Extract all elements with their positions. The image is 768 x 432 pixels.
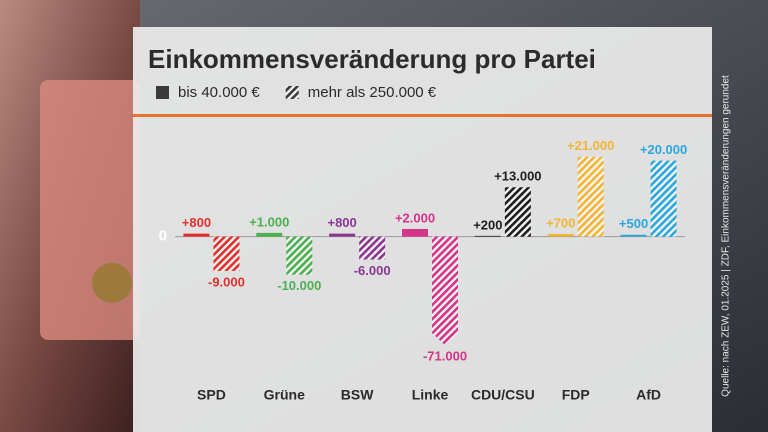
banknote bbox=[40, 80, 140, 340]
x-tick-label: FDP bbox=[562, 387, 590, 403]
bar bbox=[256, 232, 283, 237]
x-tick-label: Linke bbox=[412, 387, 449, 403]
x-tick-label: CDU/CSU bbox=[471, 387, 535, 403]
bar bbox=[286, 236, 313, 275]
bar bbox=[577, 156, 604, 237]
legend-label: bis 40.000 € bbox=[178, 84, 260, 101]
value-label: +1.000 bbox=[249, 214, 289, 229]
value-label: +500 bbox=[619, 216, 648, 231]
value-label: +700 bbox=[546, 215, 575, 230]
bar bbox=[547, 233, 574, 237]
bar bbox=[402, 229, 428, 237]
y-tick-label: 0 bbox=[159, 228, 167, 245]
bar bbox=[504, 187, 531, 237]
bar bbox=[432, 236, 458, 345]
value-label: +800 bbox=[182, 215, 211, 230]
bar bbox=[359, 236, 386, 260]
value-label: -6.000 bbox=[354, 263, 391, 278]
legend-label: mehr als 250.000 € bbox=[308, 84, 437, 101]
value-label: +2.000 bbox=[395, 210, 435, 225]
x-tick-label: Grüne bbox=[264, 387, 305, 403]
x-tick-label: BSW bbox=[341, 387, 374, 403]
legend-swatch bbox=[285, 86, 299, 99]
legend-swatch bbox=[156, 86, 169, 99]
value-label: -71.000 bbox=[423, 348, 467, 363]
chart-title: Einkommensveränderung pro Partei bbox=[148, 44, 596, 74]
value-label: +20.000 bbox=[640, 142, 687, 157]
bar bbox=[474, 235, 501, 237]
bar bbox=[620, 234, 647, 237]
bar bbox=[329, 233, 356, 237]
source-note: Quelle: nach ZEW, 01.2025 | ZDF, Einkomm… bbox=[721, 75, 732, 397]
value-label: -10.000 bbox=[277, 278, 321, 293]
value-label: +800 bbox=[327, 215, 356, 230]
coin bbox=[92, 263, 132, 303]
value-label: +21.000 bbox=[567, 138, 614, 153]
value-label: +13.000 bbox=[494, 169, 541, 184]
x-tick-label: AfD bbox=[636, 387, 661, 403]
value-label: -9.000 bbox=[208, 274, 245, 289]
bar bbox=[183, 233, 210, 237]
bar bbox=[650, 160, 677, 237]
bar bbox=[213, 236, 240, 271]
divider bbox=[133, 114, 712, 117]
x-tick-label: SPD bbox=[197, 387, 226, 403]
value-label: +200 bbox=[473, 217, 502, 232]
